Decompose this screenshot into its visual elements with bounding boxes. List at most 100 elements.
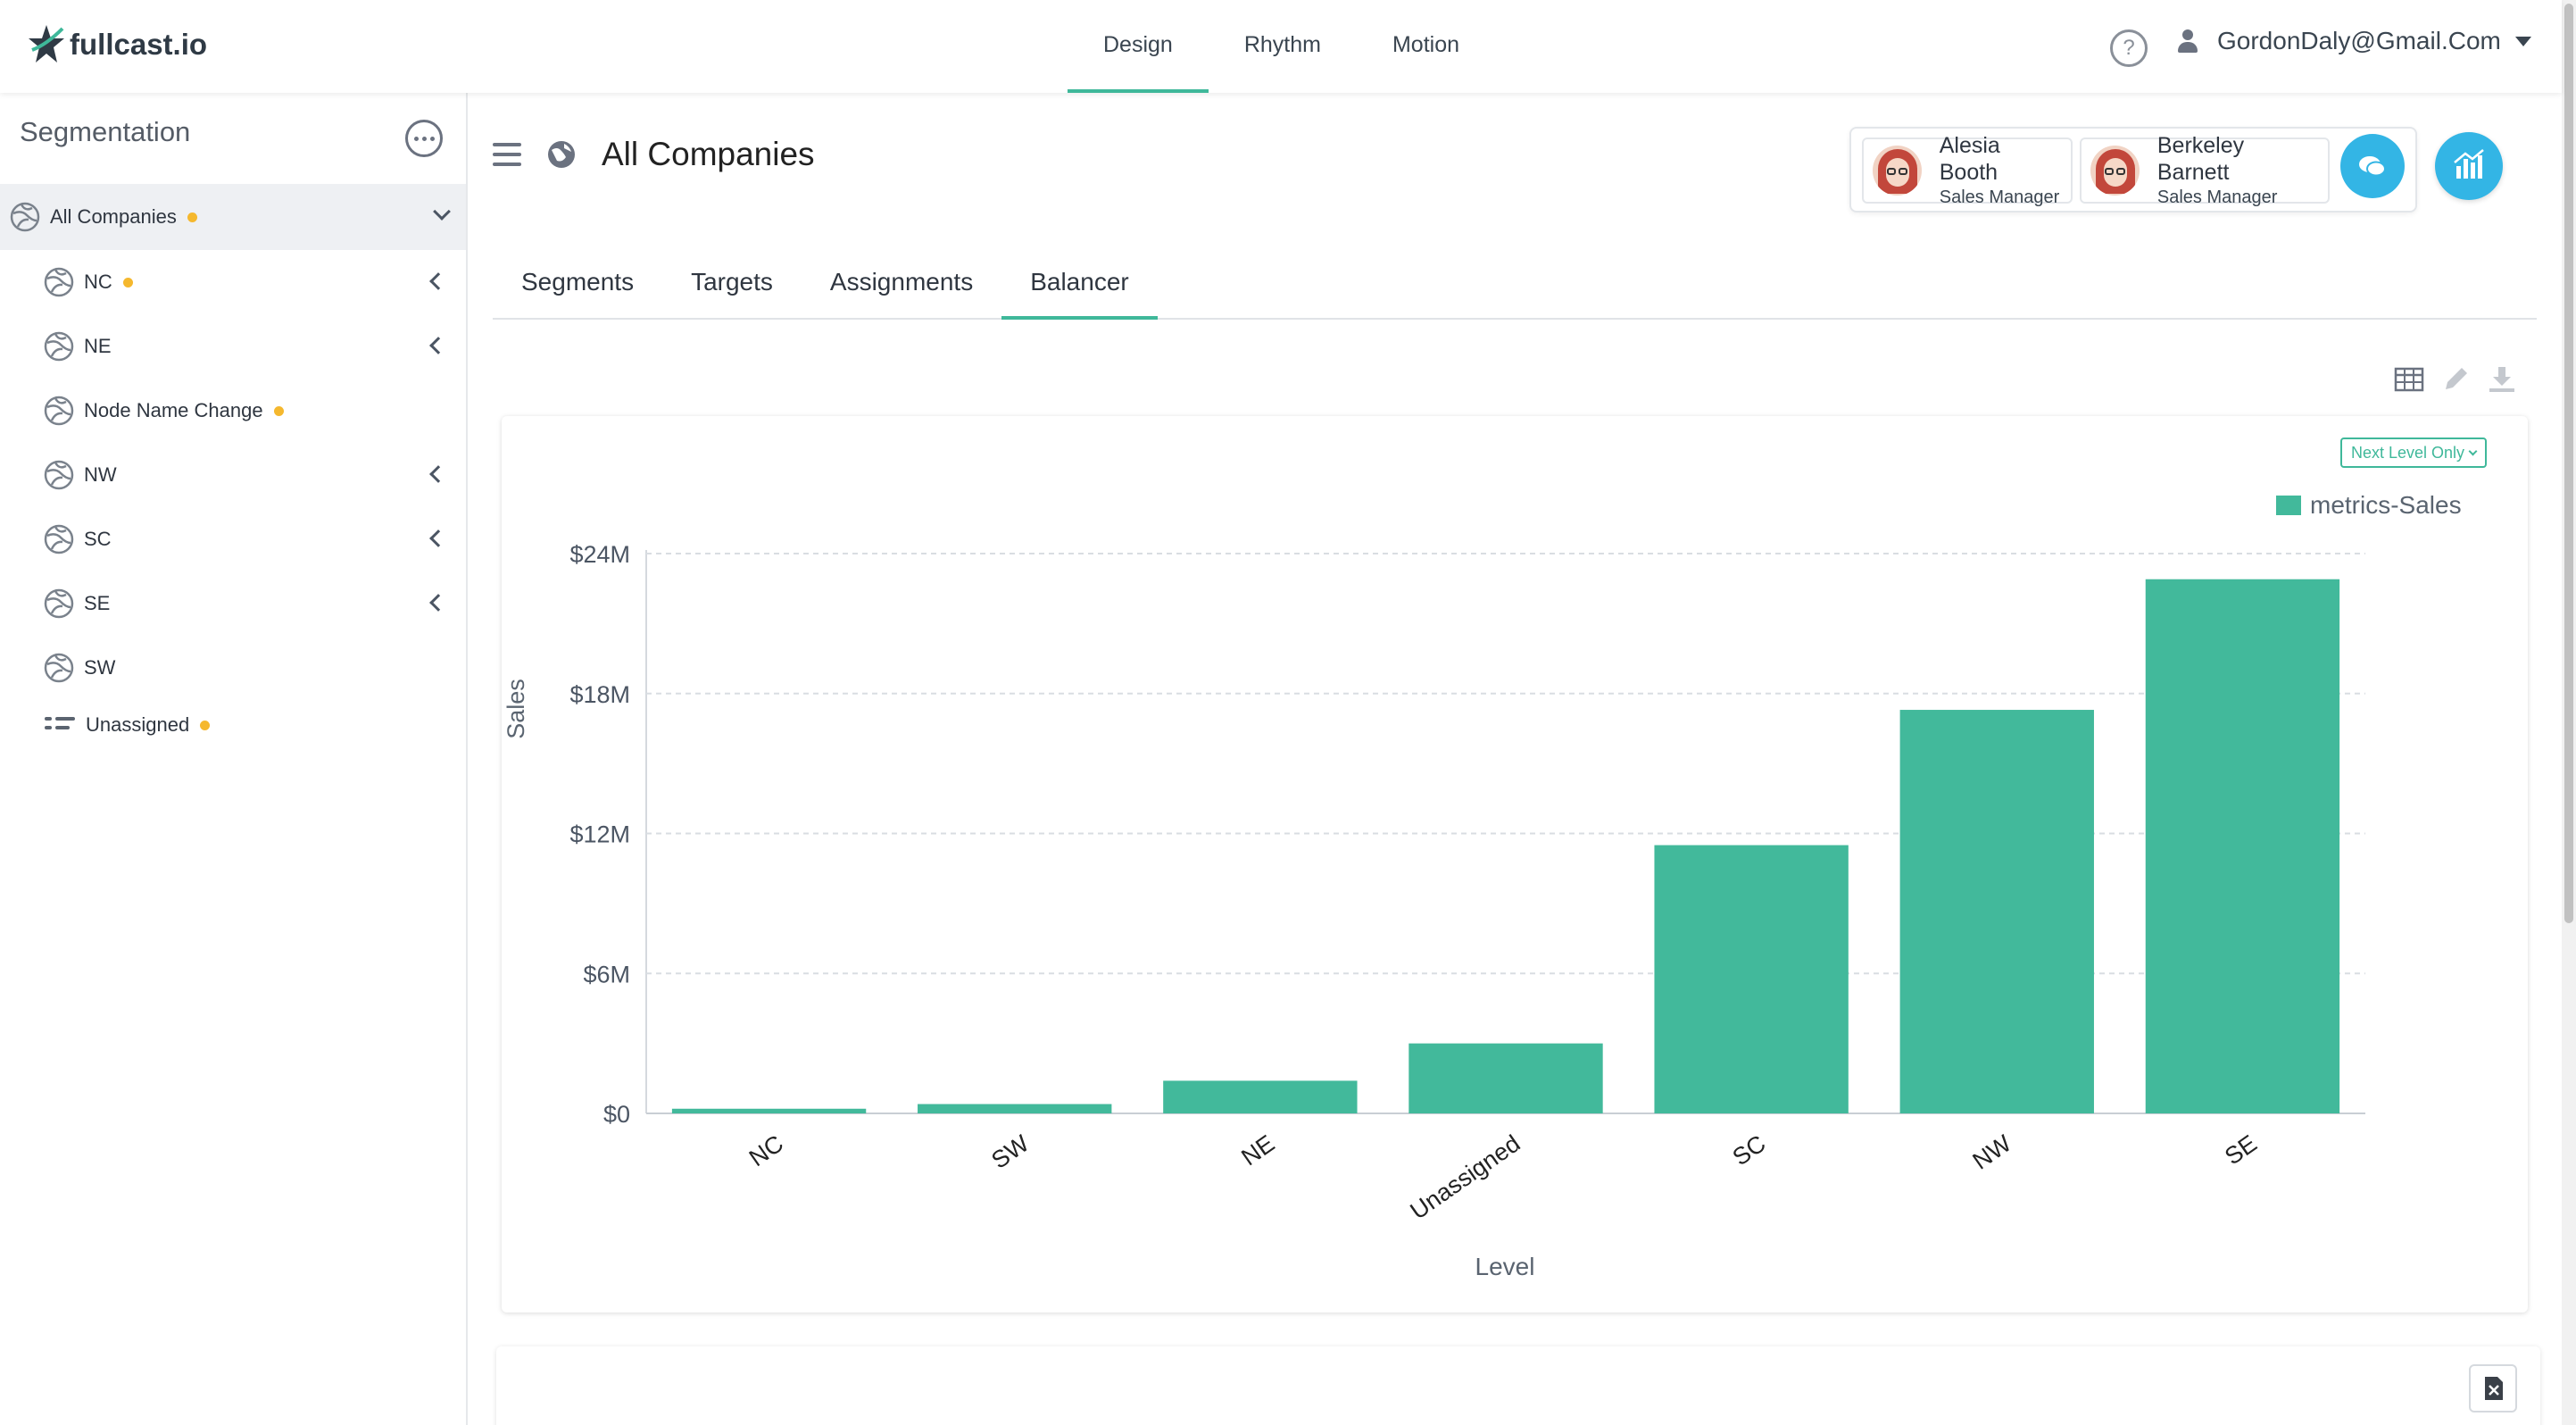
managers-panel: Alesia Booth Sales Manager Berkeley Barn… bbox=[1849, 127, 2417, 212]
analytics-button[interactable] bbox=[2435, 132, 2503, 200]
globe-icon bbox=[44, 331, 74, 362]
bar-ne[interactable] bbox=[1163, 1080, 1358, 1113]
globe-icon bbox=[44, 653, 74, 683]
topnav-motion[interactable]: Motion bbox=[1392, 32, 1460, 57]
bar-unassigned[interactable] bbox=[1408, 1043, 1603, 1113]
scrollbar-thumb[interactable] bbox=[2564, 4, 2573, 923]
sidebar-item-nc[interactable]: NC bbox=[0, 250, 466, 314]
tab-segments[interactable]: Segments bbox=[521, 268, 635, 296]
x-axis-label: Level bbox=[1475, 1253, 1535, 1280]
y-tick-label: $12M bbox=[569, 821, 630, 848]
table-view-icon[interactable] bbox=[2394, 364, 2424, 395]
globe-icon bbox=[44, 460, 74, 490]
sidebar-item-nw[interactable]: NW bbox=[0, 443, 466, 507]
edit-pencil-icon[interactable] bbox=[2440, 364, 2471, 395]
sidebar-item-label: Node Name Change bbox=[84, 399, 263, 421]
tree-root-all-companies[interactable]: All Companies bbox=[0, 184, 466, 250]
tab-targets[interactable]: Targets bbox=[691, 268, 773, 296]
bar-se[interactable] bbox=[2145, 579, 2340, 1113]
sidebar-item-ne[interactable]: NE bbox=[0, 314, 466, 379]
unassigned-list-icon bbox=[43, 715, 77, 735]
caret-down-icon bbox=[2514, 36, 2531, 46]
manager-role: Sales Manager bbox=[1939, 188, 2060, 207]
page-header: All Companies Alesia Booth Sales Manager… bbox=[468, 93, 2562, 227]
user-icon bbox=[2178, 29, 2198, 53]
globe-icon bbox=[44, 588, 74, 619]
sidebar-item-label: NC bbox=[84, 271, 112, 293]
manager-name: Berkeley Barnett bbox=[2156, 133, 2245, 185]
sidebar-item-se[interactable]: SE bbox=[0, 571, 466, 636]
x-tick-label: NW bbox=[1968, 1129, 2016, 1175]
sidebar-item-label: SE bbox=[84, 592, 111, 614]
bar-sw[interactable] bbox=[918, 1104, 1112, 1113]
tree-root-label: All Companies bbox=[50, 205, 177, 228]
topnav-rhythm[interactable]: Rhythm bbox=[1243, 32, 1321, 57]
globe-icon bbox=[44, 524, 74, 554]
sidebar-item-label: NE bbox=[84, 335, 112, 357]
sidebar-item-label: SW bbox=[84, 656, 116, 679]
avatar bbox=[1873, 146, 1922, 196]
sidebar-item-label: NW bbox=[84, 463, 117, 486]
y-tick-label: $0 bbox=[603, 1101, 630, 1128]
status-dot bbox=[122, 277, 133, 288]
globe-icon bbox=[548, 141, 575, 168]
topnav-design[interactable]: Design bbox=[1068, 0, 1209, 93]
sidebar-item-node-name-change[interactable]: Node Name Change bbox=[0, 379, 466, 443]
page-title: All Companies bbox=[602, 136, 815, 172]
level-filter-label: Next Level Only bbox=[2351, 444, 2465, 462]
legend-label: metrics-Sales bbox=[2310, 491, 2462, 519]
sidebar-header: Segmentation bbox=[0, 93, 466, 184]
logo-star-icon bbox=[29, 25, 64, 62]
sidebar-item-unassigned[interactable]: Unassigned bbox=[0, 700, 466, 750]
analytics-icon bbox=[2454, 149, 2484, 179]
app-logo[interactable]: fullcast.io bbox=[27, 23, 207, 66]
globe-icon bbox=[44, 396, 74, 426]
sidebar-item-label: Unassigned bbox=[86, 713, 190, 736]
x-tick-label: SW bbox=[986, 1129, 1034, 1174]
status-dot bbox=[187, 212, 197, 222]
user-email: GordonDaly@Gmail.Com bbox=[2217, 27, 2501, 54]
help-icon[interactable]: ? bbox=[2110, 29, 2148, 67]
manager-card[interactable]: Berkeley Barnett Sales Manager bbox=[2080, 133, 2330, 207]
user-menu[interactable]: GordonDaly@Gmail.Com bbox=[2178, 27, 2531, 55]
bar-sc[interactable] bbox=[1654, 845, 1849, 1113]
level-filter-dropdown[interactable]: Next Level Only bbox=[2340, 438, 2488, 468]
more-options-icon[interactable] bbox=[405, 120, 443, 157]
status-dot bbox=[273, 405, 284, 416]
segmentation-sidebar: Segmentation All Companies NC NE Node Na… bbox=[0, 93, 468, 1425]
x-tick-label: NE bbox=[1236, 1129, 1279, 1171]
logo-text: fullcast.io bbox=[70, 28, 208, 61]
y-tick-label: $24M bbox=[569, 541, 630, 568]
y-axis-label: Sales bbox=[503, 679, 529, 739]
manager-card[interactable]: Alesia Booth Sales Manager bbox=[1862, 133, 2073, 207]
status-dot bbox=[200, 720, 211, 730]
y-tick-label: $6M bbox=[583, 961, 630, 988]
tab-balancer[interactable]: Balancer bbox=[1001, 252, 1158, 320]
bar-nw[interactable] bbox=[1899, 710, 2094, 1113]
globe-icon bbox=[44, 267, 74, 297]
menu-icon[interactable] bbox=[493, 143, 521, 166]
x-tick-label: SC bbox=[1728, 1129, 1771, 1171]
top-navbar: fullcast.io Design Rhythm Motion ? Gordo… bbox=[0, 0, 2562, 93]
chart-legend[interactable]: metrics-Sales bbox=[2276, 491, 2462, 520]
sidebar-title: Segmentation bbox=[20, 116, 191, 147]
x-tick-label: SE bbox=[2220, 1129, 2262, 1170]
avatar bbox=[2090, 146, 2140, 196]
bar-nc[interactable] bbox=[671, 1108, 867, 1113]
excel-export-button[interactable] bbox=[2469, 1364, 2517, 1412]
download-icon[interactable] bbox=[2487, 364, 2517, 395]
globe-icon bbox=[10, 202, 40, 232]
manager-role: Sales Manager bbox=[2156, 188, 2278, 207]
sidebar-item-sw[interactable]: SW bbox=[0, 636, 466, 700]
chat-button[interactable] bbox=[2340, 134, 2405, 198]
manager-name: Alesia Booth bbox=[1939, 133, 2000, 185]
chat-icon bbox=[2359, 156, 2386, 177]
sidebar-item-sc[interactable]: SC bbox=[0, 507, 466, 571]
y-tick-label: $18M bbox=[569, 681, 630, 708]
x-tick-label: NC bbox=[744, 1129, 788, 1171]
details-table-card bbox=[496, 1346, 2540, 1425]
sidebar-item-label: SC bbox=[84, 528, 112, 550]
tab-assignments[interactable]: Assignments bbox=[829, 268, 974, 296]
top-nav: Design Rhythm Motion bbox=[1068, 0, 1495, 93]
